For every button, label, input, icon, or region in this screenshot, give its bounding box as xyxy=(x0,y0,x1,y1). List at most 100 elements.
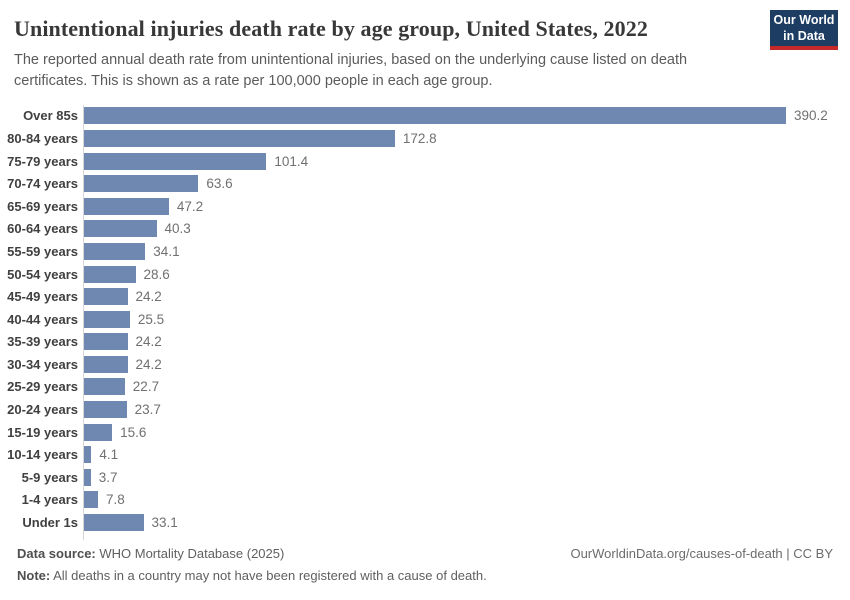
bar[interactable] xyxy=(84,333,128,351)
bar[interactable] xyxy=(84,514,144,532)
bar[interactable] xyxy=(84,129,395,147)
bar-row: 75-79 years 101.4 xyxy=(0,149,850,173)
bar-row: 55-59 years 34.1 xyxy=(0,240,850,263)
bar[interactable] xyxy=(84,378,125,396)
bar[interactable] xyxy=(84,355,128,373)
bar[interactable] xyxy=(84,107,786,125)
bar[interactable] xyxy=(84,491,98,509)
age-group-label: 40-44 years xyxy=(7,311,78,327)
bar[interactable] xyxy=(84,401,127,419)
bar[interactable] xyxy=(84,175,199,193)
age-group-label: 35-39 years xyxy=(7,334,78,350)
bar[interactable] xyxy=(84,423,113,441)
bar-track: 4.1 xyxy=(83,443,850,467)
bar-row: 20-24 years 23.7 xyxy=(0,398,850,421)
bar-value-label: 3.7 xyxy=(98,469,118,485)
bar[interactable] xyxy=(84,220,157,238)
bar[interactable] xyxy=(84,197,169,215)
bar-row: 35-39 years 24.2 xyxy=(0,330,850,354)
age-group-label: 20-24 years xyxy=(7,402,78,418)
owid-attribution-link[interactable]: OurWorldinData.org/causes-of-death | CC … xyxy=(570,546,833,562)
age-group-label: 80-84 years xyxy=(7,130,78,146)
bar-value-label: 7.8 xyxy=(106,492,125,508)
owid-logo[interactable]: Our World in Data xyxy=(770,10,838,50)
bar-track: 7.8 xyxy=(83,488,850,512)
bar-track: 63.6 xyxy=(83,172,850,195)
bar-row: 65-69 years 47.2 xyxy=(0,194,850,218)
bar-value-label: 24.2 xyxy=(135,356,162,372)
age-group-label: 75-79 years xyxy=(7,153,78,169)
bar-value-label: 101.4 xyxy=(274,153,309,169)
note-text: Note: All deaths in a country may not ha… xyxy=(17,568,487,583)
age-group-label: 30-34 years xyxy=(7,356,78,372)
chart-header: Unintentional injuries death rate by age… xyxy=(0,0,850,92)
age-group-label: 10-14 years xyxy=(7,447,78,463)
bar[interactable] xyxy=(84,468,91,486)
age-group-label: 5-9 years xyxy=(21,469,78,485)
bar-row: 70-74 years 63.6 xyxy=(0,172,850,195)
bar-value-label: 34.1 xyxy=(153,243,180,259)
bar-track: 3.7 xyxy=(83,466,850,489)
bar-track: 23.7 xyxy=(83,398,850,421)
age-group-label: 25-29 years xyxy=(7,379,78,395)
bar-value-label: 33.1 xyxy=(151,515,178,531)
bar[interactable] xyxy=(84,288,128,306)
age-group-label: Over 85s xyxy=(23,108,78,124)
bar-row: Over 85s 390.2 xyxy=(0,104,850,128)
page-title: Unintentional injuries death rate by age… xyxy=(14,16,648,41)
bar-value-label: 15.6 xyxy=(120,424,147,440)
bar-value-label: 23.7 xyxy=(134,402,161,418)
bar-row: 45-49 years 24.2 xyxy=(0,285,850,308)
bar-row: 25-29 years 22.7 xyxy=(0,375,850,399)
data-source-label: Data source: xyxy=(17,546,96,562)
bar-track: 28.6 xyxy=(83,262,850,286)
bar-value-label: 24.2 xyxy=(135,289,162,305)
bar-value-label: 390.2 xyxy=(794,108,828,124)
age-group-label: 50-54 years xyxy=(7,266,78,282)
bar[interactable] xyxy=(84,242,146,260)
bar-chart: Over 85s 390.2 80-84 years 172.8 75-79 years… xyxy=(0,104,850,540)
bar-value-label: 172.8 xyxy=(402,130,437,146)
bar-track: 24.2 xyxy=(83,330,850,354)
bar-track: 34.1 xyxy=(83,240,850,263)
data-source-text: Data source: WHO Mortality Database (202… xyxy=(17,543,284,564)
bar-row: 10-14 years 4.1 xyxy=(0,443,850,467)
bar[interactable] xyxy=(84,152,267,170)
bar[interactable] xyxy=(84,265,136,283)
chart-subtitle: The reported annual death rate from unin… xyxy=(14,52,688,89)
bar[interactable] xyxy=(84,310,130,328)
bar-value-label: 40.3 xyxy=(164,221,191,237)
bar-value-label: 25.5 xyxy=(137,311,165,327)
data-source-value: WHO Mortality Database (2025) xyxy=(95,546,285,562)
bar-track: 25.5 xyxy=(83,307,850,331)
bar-track: 101.4 xyxy=(83,149,850,173)
bar-value-label: 24.2 xyxy=(135,334,162,350)
note-value: All deaths in a country may not have bee… xyxy=(50,567,487,583)
age-group-label: 1-4 years xyxy=(21,492,78,508)
bar-track: 47.2 xyxy=(83,194,850,218)
bar[interactable] xyxy=(84,446,92,464)
bar-value-label: 47.2 xyxy=(176,198,204,214)
age-group-label: 15-19 years xyxy=(7,424,78,440)
axis-line-tail xyxy=(83,533,93,540)
bar-value-label: 4.1 xyxy=(99,447,119,463)
bar-row: 15-19 years 15.6 xyxy=(0,420,850,444)
bar-row: 50-54 years 28.6 xyxy=(0,262,850,286)
bar-value-label: 22.7 xyxy=(132,379,160,395)
bar-row: 5-9 years 3.7 xyxy=(0,466,850,489)
bar-track: 24.2 xyxy=(83,285,850,308)
age-group-label: 65-69 years xyxy=(7,198,78,214)
bar-row: 40-44 years 25.5 xyxy=(0,307,850,331)
owid-logo-line2: in Data xyxy=(783,29,825,43)
bar-track: 24.2 xyxy=(83,353,850,376)
bar-row: Under 1s 33.1 xyxy=(0,511,850,534)
bar-row: 30-34 years 24.2 xyxy=(0,353,850,376)
chart-footer: Data source: WHO Mortality Database (202… xyxy=(17,543,833,586)
age-group-label: 45-49 years xyxy=(7,289,78,305)
bar-value-label: 63.6 xyxy=(206,176,233,192)
age-group-label: 60-64 years xyxy=(7,221,78,237)
bar-track: 33.1 xyxy=(83,511,850,534)
bar-track: 40.3 xyxy=(83,217,850,241)
bar-value-label: 28.6 xyxy=(143,266,170,282)
